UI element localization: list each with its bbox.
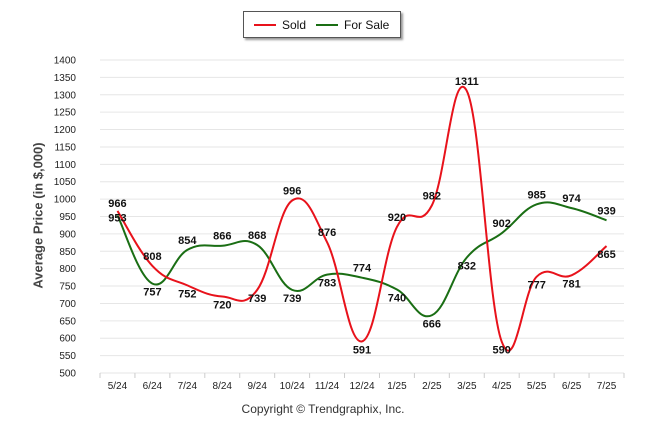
y-tick-label: 650 [59,316,76,327]
y-tick-label: 950 [59,212,76,223]
x-tick-label: 7/25 [597,381,617,392]
y-tick-label: 1350 [54,73,77,84]
x-tick-label: 6/25 [562,381,582,392]
data-label-for-sale: 866 [213,231,231,243]
data-label-for-sale: 783 [318,278,336,290]
data-label-for-sale: 854 [178,235,197,247]
data-label-sold: 966 [108,198,126,210]
data-label-for-sale: 953 [108,212,126,224]
y-tick-label: 1100 [54,160,76,171]
y-tick-label: 700 [59,299,76,310]
y-tick-label: 1300 [54,90,77,101]
x-tick-label: 7/24 [178,381,198,392]
x-tick-label: 2/25 [422,381,442,392]
data-label-for-sale: 939 [597,205,615,217]
series-line-for-sale [116,201,607,318]
data-labels: 966 808 752 720 739 996 876 591 920 982 1311 590 777… [108,76,615,357]
x-tick-label: 4/25 [492,381,512,392]
data-label-sold: 739 [248,293,266,305]
data-label-sold: 752 [178,288,196,300]
y-tick-label: 850 [59,247,76,258]
data-label-sold: 996 [283,186,301,198]
y-tick-label: 500 [59,369,76,380]
data-label-for-sale: 740 [388,293,406,305]
x-tick-label: 9/24 [247,381,267,392]
y-tick-label: 900 [59,229,76,240]
y-tick-label: 1000 [54,195,77,206]
legend-item-sold[interactable]: Sold [254,12,306,37]
data-label-sold: 982 [423,190,441,202]
data-label-for-sale: 868 [248,230,266,242]
x-tick-label: 1/25 [387,381,407,392]
legend: Sold For Sale [243,11,401,38]
y-axis-label: Average Price (in $,000) [30,142,46,289]
legend-item-for-sale[interactable]: For Sale [316,12,389,37]
x-tick-label: 10/24 [280,381,305,392]
x-tick-label: 3/25 [457,381,477,392]
y-tick-label: 1200 [54,125,77,136]
data-label-for-sale: 757 [143,287,161,299]
legend-label-for-sale: For Sale [344,17,390,32]
data-label-sold: 920 [388,212,406,224]
x-tick-label: 11/24 [315,381,340,392]
y-tick-label: 550 [59,351,76,362]
y-axis: 500 550 600 650 700 750 800 850 900 950 1000 1050 11… [54,56,77,380]
data-label-sold: 720 [213,299,231,311]
legend-label-sold: Sold [282,17,307,32]
copyright-footer: Copyright © Trendgraphix, Inc. [241,402,405,416]
y-tick-label: 750 [59,282,76,293]
data-label-for-sale: 832 [458,261,476,273]
x-tick-label: 8/24 [213,381,233,392]
data-label-sold: 777 [527,280,545,292]
data-label-sold: 876 [318,227,336,239]
legend-swatch-for-sale [316,23,338,26]
data-label-sold: 865 [597,249,615,261]
y-tick-label: 1050 [54,177,77,188]
data-label-sold: 781 [562,278,580,290]
data-label-for-sale: 985 [527,189,545,201]
x-axis: 5/24 6/24 7/24 8/24 9/24 10/24 11/24 12/24 1/25 2… [99,373,625,392]
data-label-for-sale: 774 [353,263,372,275]
data-label-sold: 590 [493,345,511,357]
grid [100,59,624,374]
series-lines [116,86,608,352]
legend-swatch-sold [254,23,276,26]
y-tick-label: 1250 [54,108,77,119]
data-label-for-sale: 739 [283,293,301,305]
data-label-sold: 1311 [455,76,479,88]
x-tick-label: 6/24 [143,381,163,392]
data-label-sold: 591 [353,344,371,356]
y-tick-label: 800 [59,264,76,275]
y-tick-label: 1150 [54,142,76,153]
data-label-for-sale: 974 [562,193,581,205]
data-label-for-sale: 666 [423,318,441,330]
x-tick-label: 5/25 [527,381,547,392]
y-tick-label: 600 [59,334,76,345]
data-label-sold: 808 [143,251,161,263]
x-tick-label: 5/24 [108,381,128,392]
y-tick-label: 1400 [54,56,77,67]
x-tick-label: 12/24 [349,381,374,392]
series-line-sold [116,86,608,352]
data-label-for-sale: 902 [493,218,511,230]
